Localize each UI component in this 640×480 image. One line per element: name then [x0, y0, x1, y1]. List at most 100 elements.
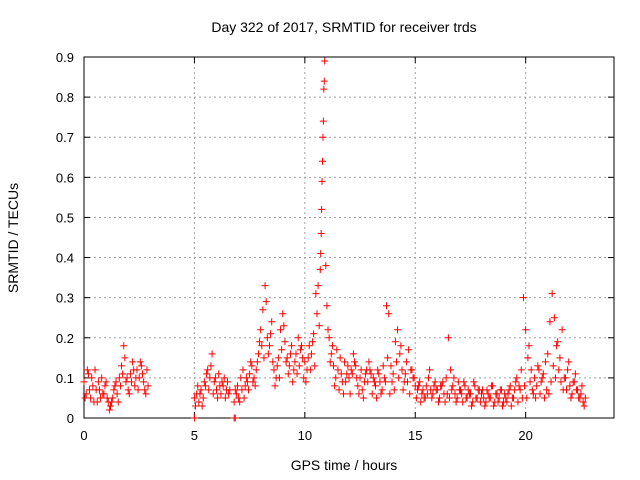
data-point: [277, 326, 285, 334]
data-point: [339, 390, 347, 398]
data-point: [144, 382, 152, 390]
data-point: [309, 338, 317, 346]
data-point: [447, 366, 455, 374]
data-point: [517, 366, 525, 374]
data-point: [125, 390, 133, 398]
data-point: [362, 370, 370, 378]
data-point: [319, 157, 326, 165]
data-point: [315, 322, 323, 330]
data-point: [136, 358, 144, 366]
data-point: [439, 378, 447, 386]
data-point: [539, 370, 547, 378]
data-point: [457, 386, 465, 394]
data-point: [279, 310, 287, 318]
data-point: [321, 57, 329, 65]
data-point: [470, 378, 478, 386]
data-point: [372, 382, 379, 390]
data-point: [92, 386, 100, 394]
data-point: [383, 302, 391, 310]
data-point: [437, 382, 445, 390]
data-point: [246, 370, 254, 378]
data-point: [283, 354, 291, 362]
data-point: [293, 370, 301, 378]
data-point: [263, 334, 271, 342]
data-point: [105, 406, 113, 414]
data-point: [505, 386, 513, 394]
data-point: [459, 398, 467, 406]
data-point: [357, 366, 365, 374]
data-point: [377, 390, 385, 398]
data-point: [568, 390, 576, 398]
data-point: [554, 338, 562, 346]
data-point: [506, 382, 514, 390]
data-point: [259, 306, 267, 314]
data-point: [523, 394, 531, 402]
data-point: [251, 382, 259, 390]
grid: [84, 57, 614, 418]
data-point: [359, 394, 367, 402]
data-point: [408, 366, 416, 374]
data-point: [102, 378, 110, 386]
data-point: [348, 370, 356, 378]
data-point: [513, 374, 521, 382]
data-point: [208, 350, 216, 358]
data-point: [556, 354, 564, 362]
data-point: [190, 394, 198, 402]
data-point: [345, 374, 353, 382]
data-point: [333, 346, 341, 354]
data-point: [89, 382, 97, 390]
data-point: [390, 386, 398, 394]
data-point: [428, 394, 436, 402]
data-point: [275, 374, 283, 382]
data-point: [200, 378, 208, 386]
data-point: [401, 370, 409, 378]
data-point: [232, 390, 240, 398]
data-point: [471, 382, 479, 390]
data-point: [103, 394, 111, 402]
data-point: [233, 382, 241, 390]
data-point: [410, 374, 418, 382]
data-point: [327, 350, 335, 358]
data-point: [574, 386, 582, 394]
x-tick-label: 20: [518, 428, 532, 443]
data-point: [522, 326, 530, 334]
data-point: [514, 398, 522, 406]
data-point: [538, 374, 546, 382]
data-point: [190, 414, 198, 422]
data-point: [490, 402, 498, 410]
data-point: [353, 374, 361, 382]
data-point: [238, 386, 246, 394]
data-point: [484, 390, 492, 398]
data-point: [577, 390, 585, 398]
data-point: [550, 314, 558, 322]
data-point: [301, 358, 309, 366]
data-point: [80, 378, 88, 386]
data-point: [108, 398, 116, 406]
data-point: [461, 382, 469, 390]
data-point: [307, 350, 315, 358]
data-point: [311, 362, 319, 370]
data-point: [225, 390, 233, 398]
data-point: [347, 366, 355, 374]
data-point: [322, 262, 330, 270]
data-point: [256, 338, 264, 346]
data-point: [273, 362, 281, 370]
data-point: [214, 394, 222, 402]
data-point: [576, 394, 584, 402]
data-point: [463, 394, 471, 402]
data-point: [213, 386, 220, 394]
data-point: [260, 354, 268, 362]
data-point: [110, 386, 118, 394]
data-point: [286, 350, 294, 358]
data-point: [215, 370, 223, 378]
data-point: [453, 394, 461, 402]
data-point: [261, 282, 269, 290]
data-point: [83, 366, 91, 374]
data-point: [319, 117, 327, 125]
data-point: [313, 310, 321, 318]
data-point: [543, 386, 551, 394]
data-point: [521, 382, 529, 390]
data-point: [384, 354, 392, 362]
data-point: [94, 378, 102, 386]
data-point: [398, 366, 406, 374]
